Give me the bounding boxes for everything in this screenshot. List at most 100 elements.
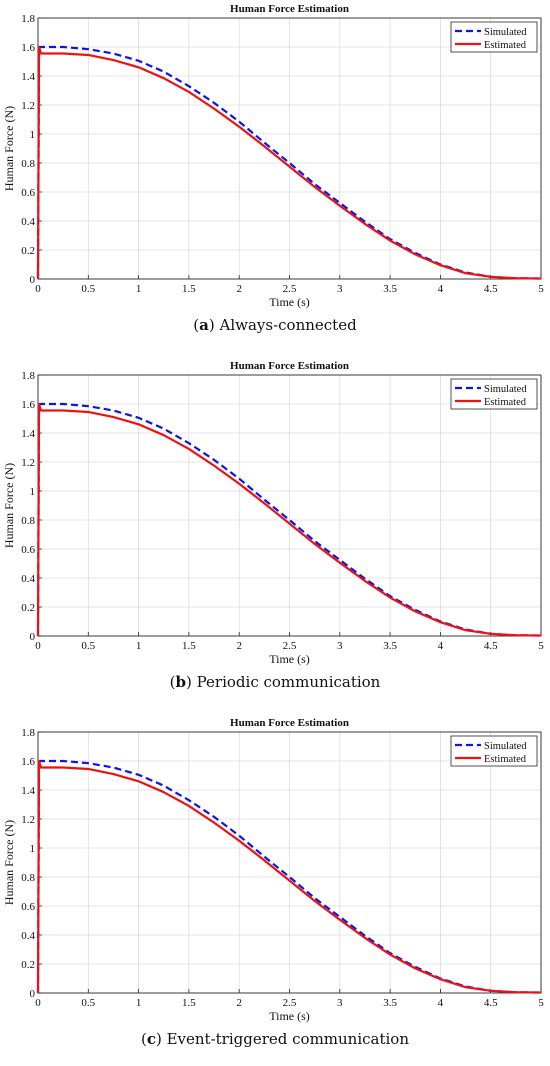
- chart-title: Human Force Estimation: [230, 717, 349, 729]
- caption-text: Periodic communication: [196, 673, 381, 691]
- caption-letter: a: [199, 316, 209, 334]
- legend-label-estimated: Estimated: [484, 754, 527, 765]
- x-tick-label: 4: [438, 997, 444, 1009]
- y-tick-label: 0: [30, 274, 36, 286]
- series-line-estimated: [36, 402, 542, 637]
- x-tick-label: 0: [35, 640, 41, 652]
- y-tick-label: 1.8: [21, 727, 35, 739]
- caption-b: (b) Periodic communication: [169, 673, 381, 691]
- legend-label-simulated: Simulated: [484, 384, 527, 395]
- x-tick-label: 3: [337, 640, 343, 652]
- y-axis-label: Human Force (N): [2, 106, 16, 191]
- chart-title: Human Force Estimation: [230, 3, 349, 15]
- chart-a: 0 0.5 1 1.5 2 2.5 3 3.5 4 4.5 5 0 0.2 0.4 0.6 0.8 1 1.2 1.…: [2, 3, 544, 309]
- chart-c: 0 0.5 1 1.5 2 2.5 3 3.5 4 4.5 5 0 0.2 0.4 0.6 0.8 1 1.2 1.…: [2, 717, 544, 1023]
- y-tick-label: 1.6: [21, 756, 35, 768]
- legend-label-simulated: Simulated: [484, 27, 527, 38]
- legend-box: [450, 735, 538, 767]
- y-tick-label: 0.2: [21, 602, 35, 614]
- legend-box: [450, 378, 538, 410]
- x-tick-label: 4.5: [484, 640, 498, 652]
- y-tick-label: 1.6: [21, 399, 35, 411]
- x-tick-label: 2.5: [283, 997, 297, 1009]
- y-tick-label: 0.2: [21, 959, 35, 971]
- x-tick-label: 1.5: [182, 997, 196, 1009]
- y-tick-label: 1.2: [21, 100, 35, 112]
- series-line-simulated: [36, 759, 542, 994]
- x-tick-label: 3: [337, 997, 343, 1009]
- y-tick-label: 1.8: [21, 13, 35, 25]
- x-tick-label: 4.5: [484, 997, 498, 1009]
- x-tick-label: 4: [438, 640, 444, 652]
- y-tick-label: 0.6: [21, 544, 35, 556]
- y-tick-label: 1.4: [21, 785, 35, 797]
- y-tick-label: 1: [30, 843, 36, 855]
- y-tick-label: 0: [30, 631, 36, 643]
- series-line-simulated: [36, 45, 542, 280]
- x-tick-label: 1: [136, 640, 142, 652]
- y-tick-label: 0.8: [21, 158, 35, 170]
- legend-label-estimated: Estimated: [484, 40, 527, 51]
- y-tick-label: 0: [30, 988, 36, 1000]
- y-tick-label: 1.2: [21, 457, 35, 469]
- y-tick-label: 1.2: [21, 814, 35, 826]
- legend-label-simulated: Simulated: [484, 741, 527, 752]
- x-axis-label: Time (s): [269, 652, 310, 666]
- figure-a: 0 0.5 1 1.5 2 2.5 3 3.5 4 4.5 5 0 0.2 0.4 0.6 0.8 1 1.2 1.…: [0, 0, 550, 352]
- x-tick-label: 2: [236, 640, 242, 652]
- caption-letter: c: [146, 1030, 156, 1048]
- y-tick-label: 1: [30, 486, 36, 498]
- series-line-simulated: [36, 402, 542, 637]
- x-tick-label: 0: [35, 283, 41, 295]
- x-tick-label: 3.5: [383, 997, 397, 1009]
- y-axis-label: Human Force (N): [2, 820, 16, 905]
- x-tick-label: 0.5: [81, 640, 95, 652]
- y-tick-label: 0.4: [21, 216, 35, 228]
- figure-c: 0 0.5 1 1.5 2 2.5 3 3.5 4 4.5 5 0 0.2 0.4 0.6 0.8 1 1.2 1.…: [0, 714, 550, 1066]
- x-tick-label: 1: [136, 283, 142, 295]
- x-tick-label: 2: [236, 283, 242, 295]
- y-tick-label: 0.2: [21, 245, 35, 257]
- x-tick-label: 1.5: [182, 640, 196, 652]
- legend-label-estimated: Estimated: [484, 397, 527, 408]
- x-axis-label: Time (s): [269, 295, 310, 309]
- x-tick-label: 5: [538, 997, 544, 1009]
- y-tick-label: 1.6: [21, 42, 35, 54]
- figure-b: 0 0.5 1 1.5 2 2.5 3 3.5 4 4.5 5 0 0.2 0.4 0.6 0.8 1 1.2 1.…: [0, 357, 550, 709]
- x-tick-label: 2: [236, 997, 242, 1009]
- y-tick-label: 1.4: [21, 428, 35, 440]
- x-tick-label: 0.5: [81, 283, 95, 295]
- series-line-estimated: [36, 45, 542, 280]
- y-tick-label: 1.4: [21, 71, 35, 83]
- x-tick-label: 4: [438, 283, 444, 295]
- caption-text: Always-connected: [219, 316, 357, 334]
- caption-c: (c) Event-triggered communication: [140, 1030, 410, 1048]
- series-line-estimated: [36, 759, 542, 994]
- x-tick-label: 5: [538, 283, 544, 295]
- x-tick-label: 1: [136, 997, 142, 1009]
- y-tick-label: 0.6: [21, 901, 35, 913]
- x-tick-label: 0.5: [81, 997, 95, 1009]
- x-axis-label: Time (s): [269, 1009, 310, 1023]
- caption-a: (a) Always-connected: [193, 316, 357, 334]
- x-tick-label: 3: [337, 283, 343, 295]
- x-tick-label: 1.5: [182, 283, 196, 295]
- x-tick-label: 0: [35, 997, 41, 1009]
- y-tick-label: 1.8: [21, 370, 35, 382]
- y-tick-label: 1: [30, 129, 36, 141]
- x-tick-label: 4.5: [484, 283, 498, 295]
- y-tick-label: 0.4: [21, 573, 35, 585]
- y-tick-label: 0.8: [21, 515, 35, 527]
- x-tick-label: 2.5: [283, 283, 297, 295]
- caption-letter: b: [175, 673, 187, 691]
- x-tick-label: 3.5: [383, 640, 397, 652]
- y-tick-label: 0.6: [21, 187, 35, 199]
- legend-box: [450, 21, 538, 53]
- chart-b: 0 0.5 1 1.5 2 2.5 3 3.5 4 4.5 5 0 0.2 0.4 0.6 0.8 1 1.2 1.…: [2, 360, 544, 666]
- x-tick-label: 2.5: [283, 640, 297, 652]
- y-tick-label: 0.8: [21, 872, 35, 884]
- chart-title: Human Force Estimation: [230, 360, 349, 372]
- x-tick-label: 3.5: [383, 283, 397, 295]
- x-tick-label: 5: [538, 640, 544, 652]
- y-axis-label: Human Force (N): [2, 463, 16, 548]
